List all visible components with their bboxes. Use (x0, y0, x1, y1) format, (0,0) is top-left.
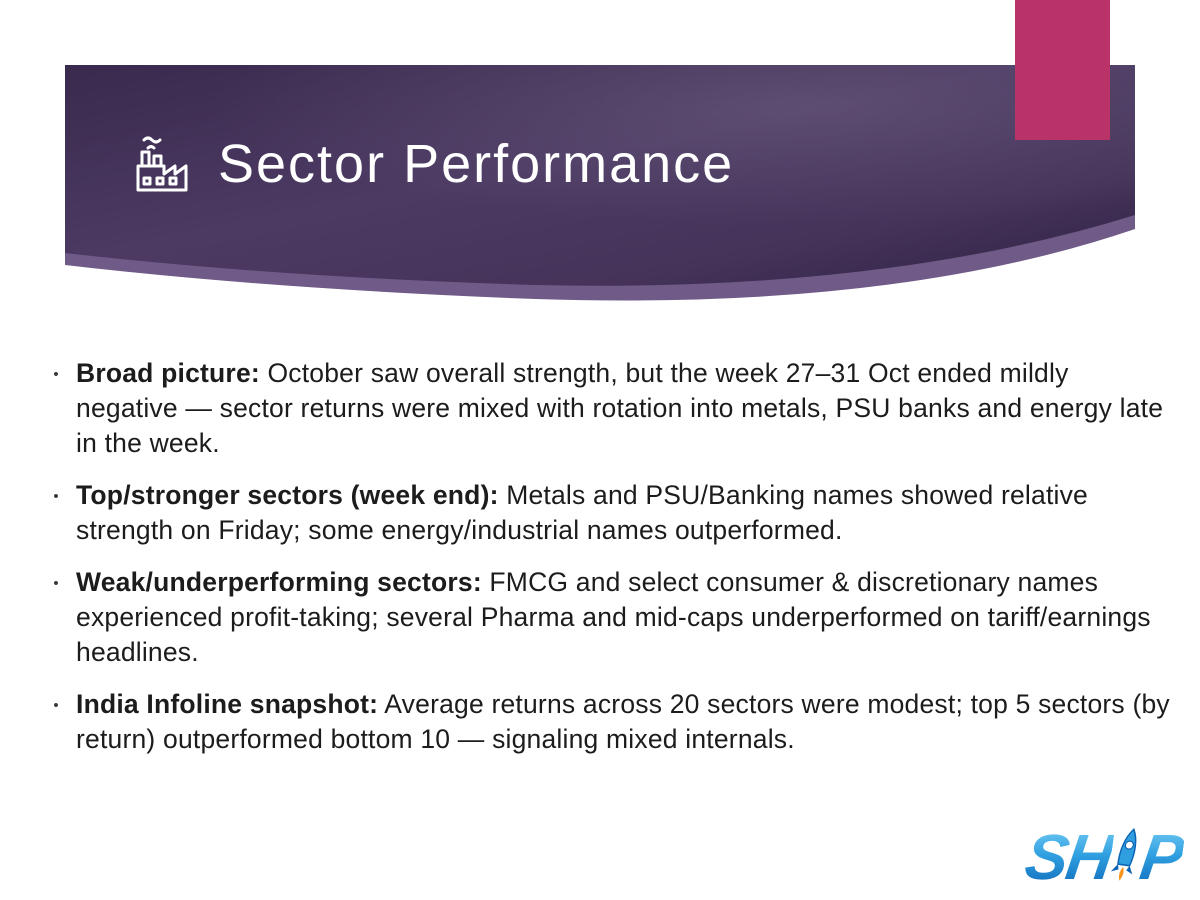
bullet-marker: • (53, 366, 59, 383)
bullet-text: Top/stronger sectors (week end): Metals … (76, 478, 1172, 548)
bullet-marker: • (53, 696, 59, 714)
accent-bar (1015, 0, 1110, 140)
bullet-text: India Infoline snapshot: Average returns… (76, 687, 1172, 757)
bullet-item: • India Infoline snapshot: Average retur… (36, 687, 1172, 757)
bullet-item: • Weak/underperforming sectors: FMCG and… (36, 565, 1172, 670)
ship-logo: SH P (1021, 820, 1187, 894)
bullet-lead: Weak/underperforming sectors: (76, 566, 482, 597)
header-banner (65, 65, 1135, 301)
bullet-rest: FMCG and select consumer & discretionary… (76, 566, 1151, 667)
bullet-lead: India Infoline snapshot: (76, 688, 379, 719)
rocket-icon (1106, 825, 1147, 884)
bullet-lead: Top/stronger sectors (week end): (76, 479, 499, 510)
bullet-lead: Broad picture: (76, 358, 260, 388)
bullet-list: • Broad picture: October saw overall str… (36, 356, 1172, 774)
slide-title: Sector Performance (218, 134, 735, 194)
bullet-text: Broad picture: October saw overall stren… (76, 356, 1172, 461)
bullet-text: Weak/underperforming sectors: FMCG and s… (76, 565, 1172, 670)
logo-text-left: SH (1021, 821, 1117, 893)
bullet-rest: Metals and PSU/Banking names showed rela… (76, 479, 1088, 545)
bullet-marker: • (53, 574, 59, 592)
bullet-item: • Broad picture: October saw overall str… (36, 356, 1172, 461)
bullet-item: • Top/stronger sectors (week end): Metal… (36, 478, 1172, 548)
bullet-rest: Average returns across 20 sectors were m… (76, 688, 1170, 754)
factory-icon (128, 132, 192, 196)
title-row: Sector Performance (128, 132, 734, 196)
bullet-marker: • (53, 487, 59, 505)
bullet-rest: October saw overall strength, but the we… (76, 358, 1164, 458)
